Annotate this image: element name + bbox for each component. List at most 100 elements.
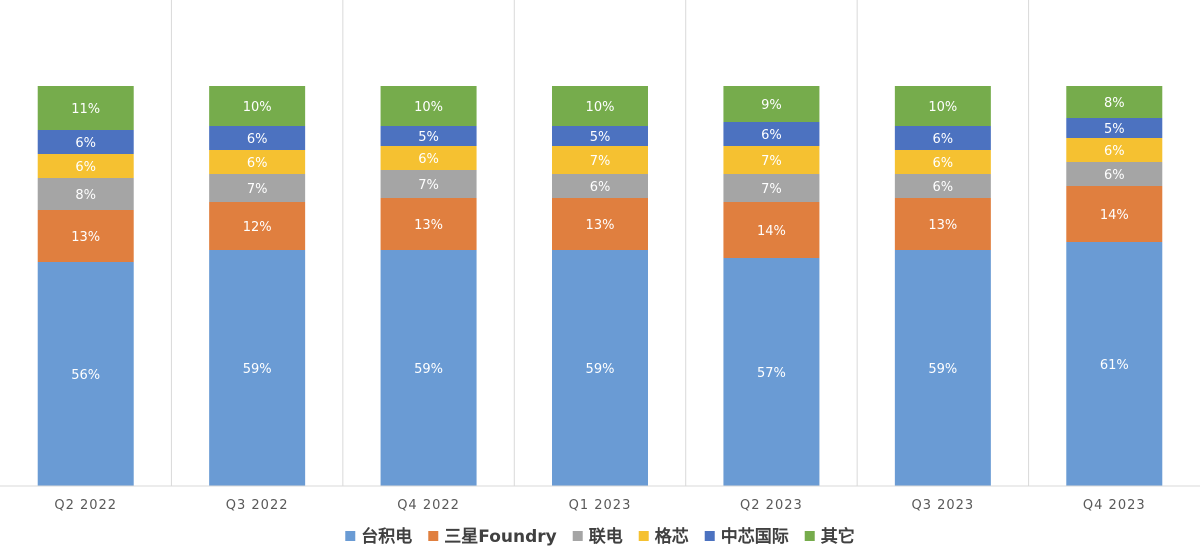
bar-segment [209, 150, 306, 174]
data-label: 10% [586, 100, 615, 115]
legend-label: 格芯 [655, 526, 689, 547]
bar-segment [552, 86, 648, 126]
data-label: 6% [418, 152, 439, 167]
bar-segment [37, 210, 134, 262]
legend-label: 台积电 [361, 526, 412, 547]
bar-stack-group: 56% 13% 8% 6% 6% 11% 59% 12% 7% 6% 6% 10% 59% 13% 7% 6%… [37, 86, 1163, 486]
data-label: 7% [590, 154, 611, 169]
data-label: 59% [586, 362, 615, 377]
bar-stack: 56% 13% 8% 6% 6% 11% [37, 86, 134, 486]
data-label: 57% [757, 366, 786, 381]
bar-segment [894, 174, 991, 198]
bar-segment [209, 126, 306, 150]
bar-segment [37, 86, 134, 130]
data-label: 61% [1100, 358, 1129, 373]
data-label: 6% [933, 156, 954, 171]
data-label: 14% [1100, 208, 1129, 223]
data-label: 13% [71, 230, 100, 245]
data-label: 11% [71, 102, 100, 117]
data-label: 59% [414, 362, 443, 377]
bar-segment [209, 202, 306, 250]
bar-segment [209, 86, 306, 126]
category-separators [170, 0, 1030, 486]
legend-swatch [638, 531, 649, 541]
bar-segment [37, 130, 134, 154]
bar-segment [552, 250, 648, 486]
bar-segment [894, 126, 991, 150]
bar-segment [723, 86, 820, 122]
legend: 台积电 三星Foundry 联电 格芯 中芯国际 其它 [345, 526, 855, 547]
bar-segment [380, 86, 477, 126]
data-label: 7% [761, 182, 782, 197]
data-label: 5% [1104, 122, 1125, 137]
bar-segment [37, 154, 134, 178]
data-label: 7% [247, 182, 268, 197]
bar-stack: 59% 12% 7% 6% 6% 10% [209, 86, 306, 486]
bar-segment [723, 122, 820, 146]
legend-label: 其它 [821, 526, 855, 547]
legend-swatch [704, 531, 715, 541]
bar-segment [723, 174, 820, 202]
data-label: 13% [928, 218, 957, 233]
data-label: 14% [757, 224, 786, 239]
data-label: 9% [761, 98, 782, 113]
legend-swatch [804, 531, 815, 541]
data-label: 12% [243, 220, 272, 235]
x-tick-label: Q4 2022 [397, 498, 460, 513]
bar-stack: 59% 13% 6% 7% 5% 10% [552, 86, 648, 486]
legend-swatch [428, 531, 439, 541]
bar-segment [894, 250, 991, 486]
data-label: 6% [75, 136, 96, 151]
data-label: 56% [71, 368, 100, 383]
bar-segment [1066, 86, 1163, 118]
legend-label: 中芯国际 [721, 526, 789, 547]
legend-swatch [345, 531, 356, 541]
legend-swatch [572, 531, 583, 541]
bar-segment [209, 174, 306, 202]
bar-segment [552, 126, 648, 146]
bar-segment [894, 150, 991, 174]
bar-stack: 57% 14% 7% 7% 6% 9% [723, 86, 820, 486]
data-label: 59% [243, 362, 272, 377]
data-label: 6% [1104, 168, 1125, 183]
bar-segment [894, 86, 991, 126]
legend-item: 三星Foundry [428, 527, 557, 547]
bar-segment [380, 250, 477, 486]
data-label: 13% [414, 218, 443, 233]
x-tick-label: Q2 2022 [54, 498, 117, 513]
legend-item: 格芯 [638, 526, 689, 547]
legend-label: 联电 [589, 526, 623, 547]
bar-segment [1066, 242, 1163, 486]
bar-segment [380, 198, 477, 250]
x-tick-label: Q3 2022 [226, 498, 289, 513]
data-label: 5% [590, 130, 611, 145]
data-label: 6% [247, 132, 268, 147]
bar-segment [1066, 118, 1163, 138]
data-label: 6% [590, 180, 611, 195]
bar-segment [37, 262, 134, 486]
data-label: 6% [1104, 144, 1125, 159]
bar-segment [1066, 186, 1163, 242]
bar-segment [552, 146, 648, 174]
data-label: 6% [933, 132, 954, 147]
bar-segment [723, 258, 820, 486]
data-label: 8% [75, 188, 96, 203]
bar-stack: 59% 13% 6% 6% 6% 10% [894, 86, 991, 486]
data-label: 6% [247, 156, 268, 171]
bar-segment [1066, 162, 1163, 186]
data-label: 13% [586, 218, 615, 233]
legend-item: 联电 [572, 526, 623, 547]
bar-segment [723, 202, 820, 258]
legend-item: 台积电 [345, 526, 412, 547]
bar-segment [552, 174, 648, 198]
data-label: 10% [928, 100, 957, 115]
data-label: 7% [418, 178, 439, 193]
bar-segment [209, 250, 306, 486]
bar-segment [552, 198, 648, 250]
data-label: 5% [418, 130, 439, 145]
legend-item: 中芯国际 [704, 526, 789, 547]
x-tick-label: Q3 2023 [911, 498, 974, 513]
bar-segment [380, 146, 477, 170]
